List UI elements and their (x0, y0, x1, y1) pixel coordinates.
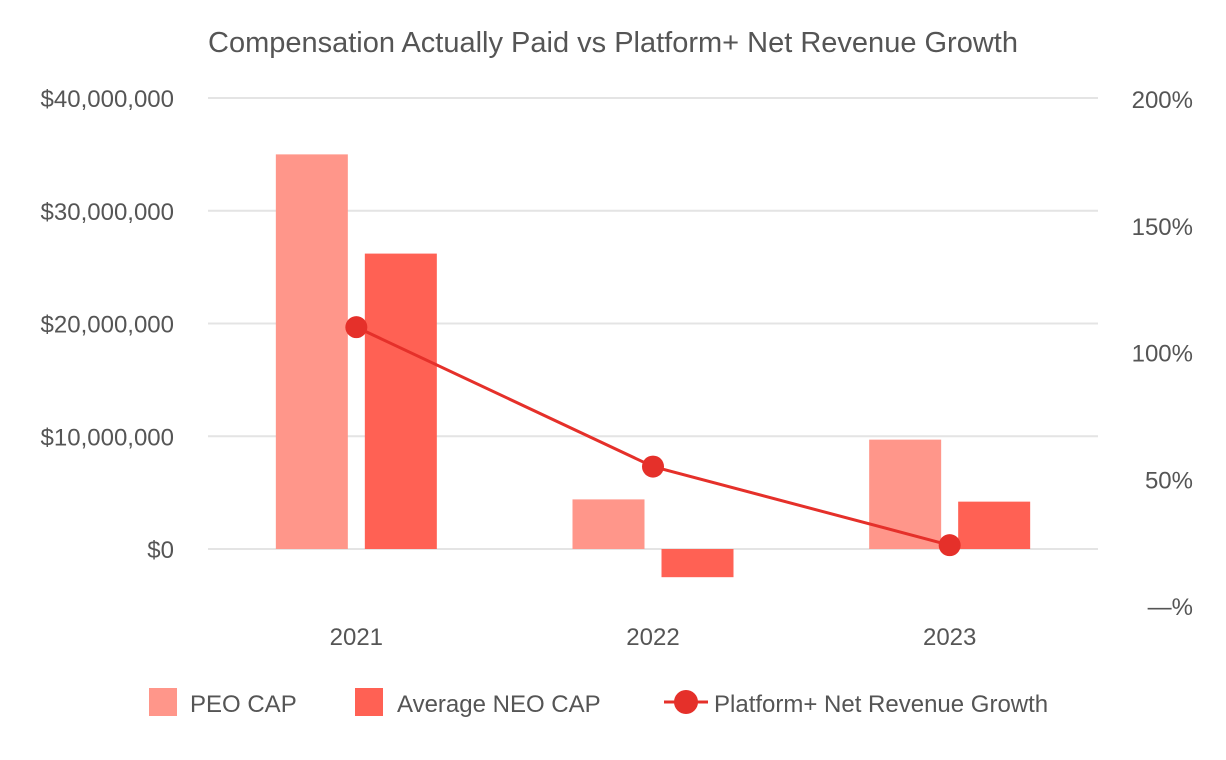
x-axis: 2021 2022 2023 (330, 624, 977, 651)
bar-peo-cap-2023 (869, 439, 942, 549)
legend-marker-2 (674, 690, 698, 714)
legend-item-0: PEO CAP (149, 688, 297, 718)
legend: PEO CAP Average NEO CAP Platform+ Net Reve… (149, 688, 1048, 718)
left-tick-label-3: $30,000,000 (41, 199, 174, 226)
bar-peo-cap-2021 (275, 154, 348, 549)
right-axis: —% 50% 100% 150% 200% (1132, 87, 1193, 621)
bars (275, 154, 1031, 578)
growth-point-2023 (938, 534, 961, 557)
legend-label-1: Average NEO CAP (397, 691, 601, 718)
left-tick-label-1: $10,000,000 (41, 424, 174, 451)
growth-point-2021 (345, 316, 368, 339)
bar-average-neo-cap-2023 (958, 501, 1031, 549)
x-tick-label-2: 2023 (923, 624, 976, 651)
chart-title: Compensation Actually Paid vs Platform+ … (208, 27, 1018, 59)
legend-item-1: Average NEO CAP (355, 688, 601, 718)
right-tick-label-4: 200% (1132, 87, 1193, 114)
legend-item-2: Platform+ Net Revenue Growth (664, 690, 1048, 718)
right-tick-label-2: 100% (1132, 341, 1193, 368)
left-tick-label-2: $20,000,000 (41, 312, 174, 339)
growth-line (345, 316, 961, 557)
left-axis: $0 $10,000,000 $20,000,000 $30,000,000 $40,0… (41, 86, 174, 564)
right-tick-label-0: —% (1148, 594, 1193, 621)
left-tick-label-4: $40,000,000 (41, 86, 174, 113)
right-tick-label-3: 150% (1132, 214, 1193, 241)
x-tick-label-1: 2022 (626, 624, 679, 651)
legend-swatch-1 (355, 688, 383, 716)
legend-label-0: PEO CAP (190, 691, 297, 718)
bar-average-neo-cap-2021 (364, 253, 437, 549)
bar-peo-cap-2022 (572, 499, 645, 549)
x-tick-label-0: 2021 (330, 624, 383, 651)
legend-swatch-0 (149, 688, 177, 716)
right-tick-label-1: 50% (1145, 467, 1193, 494)
bar-average-neo-cap-2022 (661, 549, 734, 578)
growth-point-2022 (642, 455, 664, 478)
left-tick-label-0: $0 (147, 537, 174, 564)
legend-label-2: Platform+ Net Revenue Growth (714, 691, 1048, 718)
